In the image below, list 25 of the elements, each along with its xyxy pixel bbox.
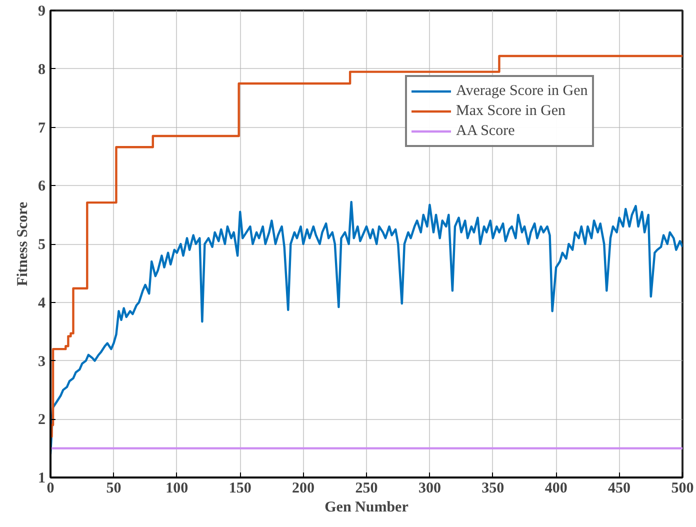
x-axis-title: Gen Number [324, 500, 409, 516]
y-tick-label: 8 [38, 62, 46, 78]
y-tick-label: 6 [38, 178, 46, 195]
x-tick-label: 400 [544, 480, 568, 496]
x-tick-label: 150 [228, 480, 252, 496]
x-tick-label: 500 [671, 480, 694, 496]
y-tick-label: 2 [38, 412, 46, 428]
x-tick-label: 450 [608, 480, 631, 496]
legend-label: AA Score [456, 122, 515, 140]
y-tick-label: 9 [38, 4, 46, 20]
x-tick-label: 0 [46, 480, 54, 496]
x-tick-label: 100 [166, 480, 188, 496]
y-tick-label: 3 [38, 354, 46, 370]
y-tick-label: 1 [38, 470, 46, 486]
x-tick-label: 250 [355, 480, 378, 496]
x-tick-label: 350 [482, 480, 504, 496]
x-tick-label: 300 [418, 480, 441, 496]
y-tick-label: 5 [38, 237, 46, 253]
y-tick-label: 7 [38, 120, 46, 136]
legend-label: Max Score in Gen [456, 102, 566, 120]
y-tick-label: 4 [38, 295, 46, 312]
y-axis-title: Fitness Score [15, 202, 31, 286]
legend-label: Average Score in Gen [456, 82, 588, 100]
x-tick-label: 200 [292, 480, 315, 496]
x-tick-label: 50 [106, 480, 122, 496]
